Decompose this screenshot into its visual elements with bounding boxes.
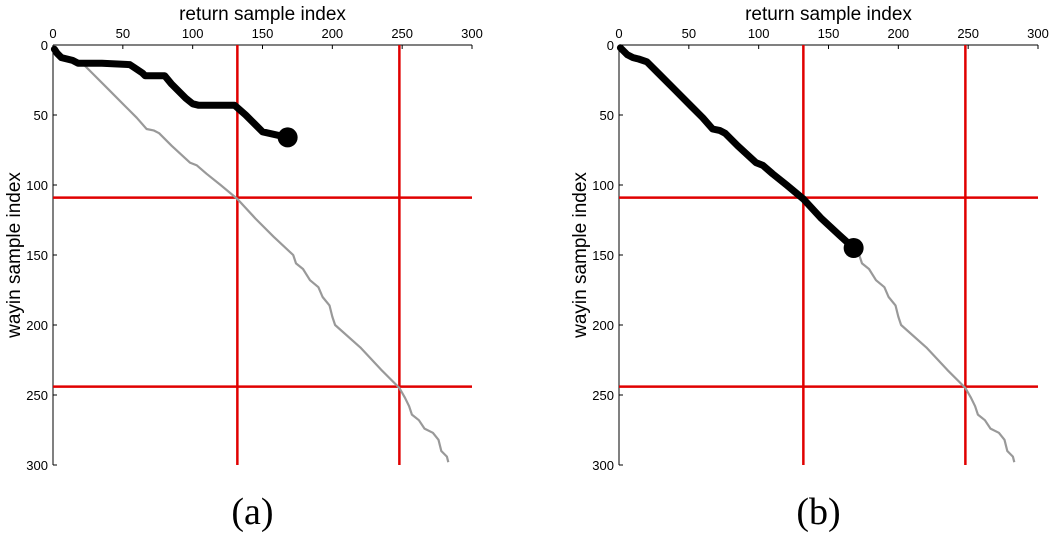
x-axis-title: return sample index (179, 4, 346, 25)
panel-label: (a) (231, 491, 273, 533)
x-tick-label: 300 (461, 26, 483, 41)
path-end-marker (843, 238, 864, 258)
y-tick-label: 150 (26, 248, 48, 263)
x-tick-label: 150 (818, 26, 840, 41)
reference-path-line (53, 47, 450, 463)
partial-path-line (616, 44, 858, 252)
reference-path-line (619, 47, 1016, 463)
y-axis-title: wayin sample index (570, 172, 591, 339)
x-tick-label: 200 (321, 26, 343, 41)
x-tick-label: 250 (957, 26, 979, 41)
y-tick-label: 0 (607, 38, 614, 53)
chart-panel-b: 0 50 100 150 200 250 300 0 50 100 150 200 250 300 retu… (570, 4, 1049, 533)
y-tick-label: 50 (600, 108, 614, 123)
y-tick-label: 200 (592, 318, 614, 333)
x-tick-label: 250 (391, 26, 413, 41)
chart-panel-a: 0 50 100 150 200 250 300 0 50 100 150 200 250 300 retu… (4, 4, 483, 533)
y-tick-label: 200 (26, 318, 48, 333)
x-tick-label: 150 (252, 26, 274, 41)
x-tick-label: 300 (1027, 26, 1049, 41)
y-tick-label: 300 (26, 458, 48, 473)
x-tick-label: 0 (615, 26, 622, 41)
x-tick-label: 0 (49, 26, 56, 41)
y-tick-label: 100 (592, 178, 614, 193)
panel-label: (b) (796, 491, 840, 533)
x-tick-label: 50 (116, 26, 130, 41)
y-tick-label: 0 (41, 38, 48, 53)
x-tick-label: 100 (182, 26, 204, 41)
x-tick-label: 100 (748, 26, 770, 41)
x-tick-label: 50 (682, 26, 696, 41)
x-axis-title: return sample index (745, 4, 912, 25)
y-tick-label: 100 (26, 178, 48, 193)
y-tick-label: 250 (592, 388, 614, 403)
x-tick-label: 200 (887, 26, 909, 41)
y-tick-label: 300 (592, 458, 614, 473)
y-axis-title: wayin sample index (4, 172, 25, 339)
y-tick-label: 150 (592, 248, 614, 263)
partial-path-line (50, 45, 292, 141)
y-tick-label: 250 (26, 388, 48, 403)
path-end-marker (277, 127, 298, 148)
y-tick-label: 50 (34, 108, 48, 123)
